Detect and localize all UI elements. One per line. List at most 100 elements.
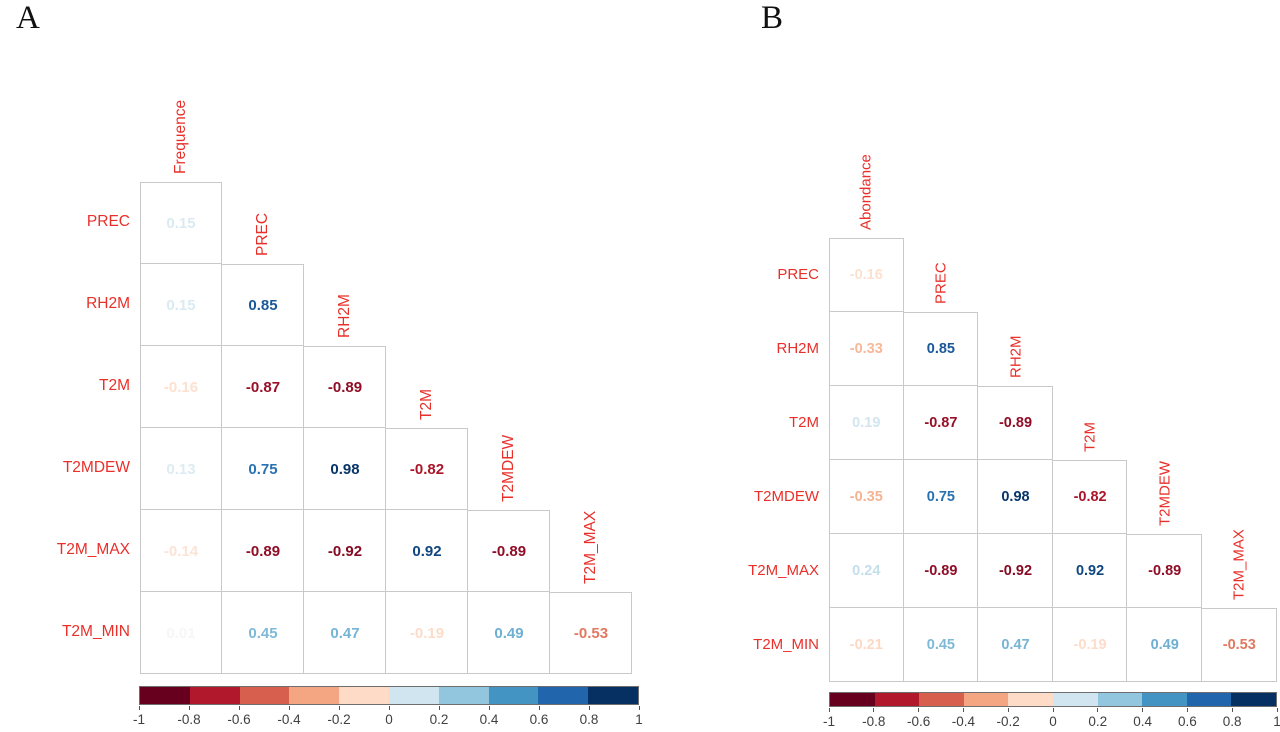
color-scale-segment [1231,693,1276,706]
diagonal-variable-label: T2MDEW [1156,461,1174,526]
color-scale-segment [438,687,489,704]
corr-cell [829,312,904,386]
corr-cell [304,428,386,510]
corr-value: 0.45 [926,637,955,653]
corr-cell [1052,534,1128,608]
corr-value: 0.19 [852,415,881,431]
corr-value: -0.89 [491,542,527,560]
color-scale-segment [289,687,340,704]
corr-value: -0.89 [924,563,958,579]
corr-value: 0.01 [166,624,196,642]
color-scale-tick [918,708,920,712]
color-scale-tick [1276,708,1278,712]
color-scale-tick-label: 0.2 [429,712,449,727]
color-scale-tick-label: -0.4 [277,712,301,727]
color-scale-segment [1186,693,1232,706]
color-scale-tick-label: -1 [132,712,145,727]
corr-value: 0.92 [412,542,442,560]
corr-cell [140,428,222,510]
color-scale-segment [388,687,439,704]
color-scale-segment [488,687,539,704]
corr-value: 0.75 [248,460,278,478]
color-scale-tick-label: -0.6 [906,714,931,729]
color-scale-tick [1231,708,1233,712]
corr-value: -0.53 [1222,637,1256,653]
color-scale-tick-label: 0.4 [479,712,499,727]
color-scale-segment [1142,693,1187,706]
corr-cell [140,510,222,592]
color-scale-segment [339,687,389,704]
corr-cell [468,592,550,674]
corr-value: -0.87 [245,378,281,396]
corr-value: -0.89 [998,415,1033,431]
color-scale-tick-label: -0.2 [996,714,1020,729]
corr-value: -0.92 [327,542,363,560]
color-scale-tick-label: 0 [385,712,393,727]
color-scale-tick [538,706,540,710]
corr-value: 0.24 [852,563,881,579]
color-scale-segment [874,693,920,706]
corr-cell [140,182,222,264]
color-scale-tick-label: -0.6 [227,712,251,727]
color-scale-tick-label: 0 [1049,714,1057,729]
color-scale-tick [828,708,830,712]
row-variable-label: T2M [99,377,130,395]
color-scale-segment [140,687,190,704]
color-scale-tick [873,708,875,712]
color-scale-tick-label: 0.4 [1133,714,1152,729]
row-variable-label: RH2M [776,339,819,357]
panel-a-title: A [16,0,40,36]
corr-cell [829,608,904,682]
color-scale-bar [139,686,639,705]
color-scale-bar [829,692,1277,707]
color-scale-segment [1097,693,1143,706]
corr-value: -0.89 [327,378,363,396]
color-scale-tick-label: -1 [822,714,835,729]
color-scale-tick-label: -0.2 [327,712,351,727]
color-scale-tick-label: 0.6 [1178,714,1197,729]
corr-cell [903,312,979,386]
color-scale-tick-label: -0.8 [862,714,886,729]
panel-b-title: B [761,0,784,36]
corr-value: -0.33 [849,341,883,357]
corr-value: 0.75 [926,489,955,505]
corr-cell [386,510,468,592]
row-variable-label: PREC [86,213,130,231]
color-scale-tick [1142,708,1144,712]
color-scale-tick [388,706,390,710]
color-scale-segment [1008,693,1053,706]
color-scale-tick [1186,708,1188,712]
color-scale-tick-label: -0.8 [177,712,201,727]
corr-cell [1052,460,1128,534]
corr-cell [550,592,632,674]
corr-cell [222,428,304,510]
diagonal-variable-label: RH2M [1007,335,1024,378]
corr-cell [1052,608,1128,682]
corr-cell [829,460,904,534]
color-scale-tick [238,706,240,710]
row-variable-label: RH2M [86,295,130,313]
color-scale-tick [438,706,440,710]
corr-cell [386,592,468,674]
corr-cell [903,534,979,608]
corr-cell [1202,608,1277,682]
color-scale-tick [1007,708,1009,712]
corr-cell [978,534,1053,608]
color-scale-tick-label: 0.8 [579,712,599,727]
corr-cell [304,592,386,674]
corr-value: -0.53 [573,624,609,642]
color-scale-segment [963,693,1009,706]
corr-cell [829,534,904,608]
corr-value: 0.85 [248,296,278,314]
corr-value: -0.87 [924,415,958,431]
row-variable-label: T2M_MAX [748,561,819,579]
color-scale-tick [338,706,340,710]
color-scale-tick-label: 1 [1273,714,1280,729]
corr-cell [903,608,979,682]
color-scale-tick-label: 0.6 [529,712,549,727]
color-scale-segment [189,687,240,704]
corr-value: -0.16 [163,378,199,396]
color-scale-tick [638,706,640,710]
